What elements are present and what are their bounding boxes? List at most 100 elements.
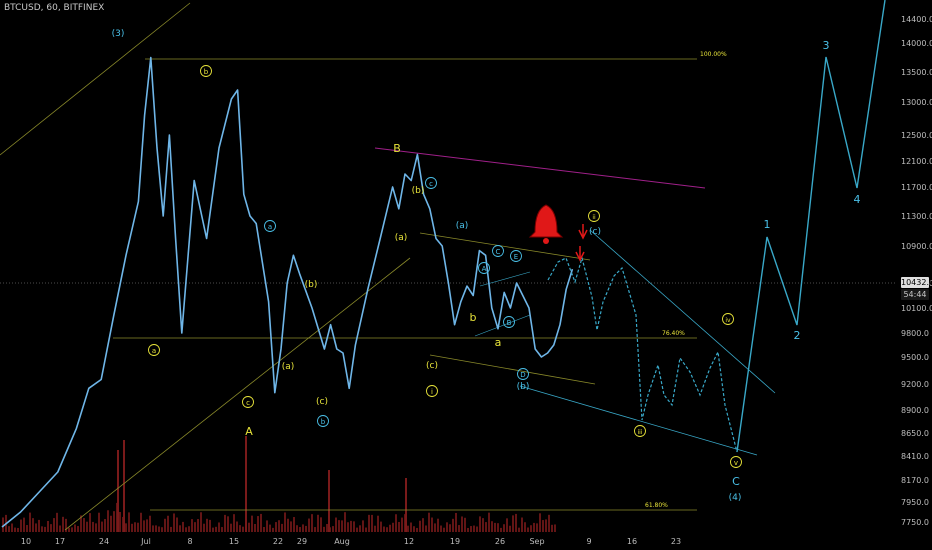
volume-bar [389, 525, 391, 532]
wave-label: (c) [589, 227, 601, 237]
volume-bar [113, 511, 115, 532]
volume-bar [284, 512, 286, 532]
y-tick-label: 14000.0 [901, 39, 932, 48]
wave-label: a [152, 347, 156, 355]
volume-bar [344, 512, 346, 532]
volume-bar [215, 527, 217, 532]
volume-bar [470, 526, 472, 532]
wave-label: a [268, 223, 272, 231]
y-tick-label: 7950.0 [901, 498, 929, 507]
volume-bar [527, 528, 529, 532]
volume-bar [446, 522, 448, 532]
volume-bar [104, 519, 106, 532]
volume-bar [86, 522, 88, 532]
channel-upper [420, 233, 590, 260]
volume-bar [548, 515, 550, 532]
y-tick-label: 10100.0 [901, 304, 932, 313]
volume-bar [443, 528, 445, 532]
x-tick-label: 12 [404, 537, 414, 546]
volume-bar [461, 516, 463, 532]
x-tick-label: 16 [627, 537, 637, 546]
volume-bar [176, 517, 178, 532]
x-tick-label: Aug [334, 537, 350, 546]
volume-bar [482, 518, 484, 532]
volume-bar [182, 522, 184, 532]
y-tick-label: 9200.0 [901, 380, 929, 389]
volume-bar [197, 519, 199, 532]
wave-label: iv [725, 317, 731, 324]
wave-label: 1 [764, 218, 771, 231]
wave-label: iii [637, 429, 642, 436]
volume-bar [308, 519, 310, 532]
y-tick-label: 13000.0 [901, 98, 932, 107]
volume-bar [353, 521, 355, 532]
volume-bar [35, 523, 37, 532]
y-tick-label: 14400.0 [901, 15, 932, 24]
wave-label: (a) [395, 233, 408, 243]
volume-bar [161, 527, 163, 532]
volume-bar [299, 527, 301, 532]
wave-label: 2 [794, 329, 801, 342]
volume-bar [281, 524, 283, 532]
volume-bar [212, 528, 214, 532]
volume-bar [500, 528, 502, 532]
y-tick-label: 11700.0 [901, 183, 932, 192]
volume-bar [179, 525, 181, 532]
volume-bar [26, 525, 28, 532]
volume-bar [290, 521, 292, 532]
future-impulse-path [737, 0, 885, 452]
volume-bar [92, 522, 94, 532]
volume-bar [533, 523, 535, 532]
x-tick-label: 17 [55, 537, 65, 546]
volume-bar [272, 528, 274, 532]
volume-bar [242, 527, 244, 532]
volume-bar [119, 512, 121, 532]
y-tick-label: 8650.0 [901, 429, 929, 438]
volume-bar [539, 513, 541, 532]
volume-bar [89, 513, 91, 532]
volume-bar [239, 525, 241, 532]
projection-channel-bottom [520, 386, 757, 455]
wave-label: A [482, 265, 487, 273]
volume-spike [328, 470, 330, 532]
volume-bar [275, 522, 277, 532]
volume-spike [245, 436, 247, 532]
volume-bar [392, 523, 394, 532]
x-tick-label: 23 [671, 537, 681, 546]
x-tick-label: 10 [21, 537, 31, 546]
x-tick-label: 15 [229, 537, 239, 546]
volume-bar [23, 518, 25, 532]
volume-bar [59, 525, 61, 532]
volume-bar [536, 523, 538, 532]
volume-bar [410, 522, 412, 532]
volume-bar [224, 515, 226, 532]
fib-level-label: 61.80% [645, 502, 668, 509]
volume-bar [476, 526, 478, 532]
volume-bar [362, 520, 364, 532]
volume-bar [398, 522, 400, 532]
volume-bar [503, 524, 505, 532]
volume-bar [380, 522, 382, 532]
volume-bar [317, 515, 319, 532]
volume-bar [194, 522, 196, 532]
volume-bar [257, 516, 259, 532]
volume-bar [506, 518, 508, 532]
volume-bar [359, 525, 361, 532]
price-series-line [2, 58, 572, 528]
volume-bar [203, 524, 205, 532]
volume-bar [227, 516, 229, 532]
last-price-tag: 10432.0 [901, 277, 929, 288]
volume-bar [98, 513, 100, 532]
volume-bar [83, 518, 85, 532]
volume-bar [44, 527, 46, 532]
wave-label: 3 [823, 39, 830, 52]
volume-bar [74, 524, 76, 532]
volume-bar [260, 514, 262, 532]
volume-bar [491, 521, 493, 532]
volume-bar [278, 520, 280, 532]
volume-bar [68, 528, 70, 532]
volume-spike [117, 450, 119, 532]
volume-bar [512, 515, 514, 532]
volume-bar [434, 523, 436, 532]
volume-bar [149, 516, 151, 532]
